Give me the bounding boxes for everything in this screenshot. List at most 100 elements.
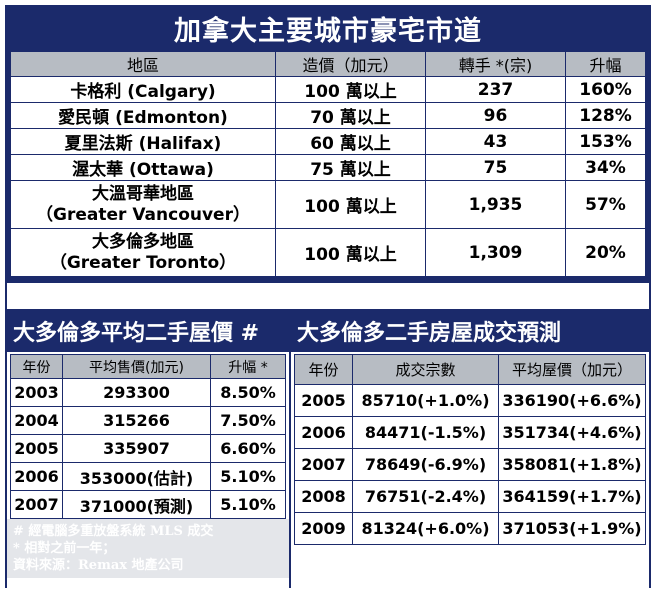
col-rise: 升幅 *	[210, 354, 286, 379]
year-cell: 2003	[10, 378, 63, 407]
col-region: 地區	[10, 51, 276, 77]
rise-cell: 153%	[565, 128, 646, 155]
year-cell: 2007	[10, 490, 63, 519]
price-cell: 335907	[62, 434, 211, 463]
region-cell: 大溫哥華地區 （Greater Vancouver）	[10, 180, 276, 229]
price-cell: 353000(估計)	[62, 462, 211, 491]
region-cell: 夏里法斯 (Halifax)	[10, 128, 276, 155]
col-rise: 升幅	[565, 51, 646, 77]
price-cell: 75 萬以上	[275, 154, 426, 181]
period-note: *1 至 9 月	[15, 290, 85, 306]
year-cell: 2008	[294, 480, 353, 513]
source-note: 資料來源：Royal Lepage 地產公司	[405, 290, 641, 306]
price-cell: 100 萬以上	[275, 228, 426, 277]
col-price: 造價（加元）	[275, 51, 426, 77]
region-cell: 大多倫多地區 （Greater Toronto）	[10, 228, 276, 277]
table-row: 2009 81324(+6.0%) 371053(+1.9%)	[294, 512, 646, 545]
deals-cell: 84471(-1.5%)	[352, 416, 499, 449]
col-deals: 成交宗數	[352, 354, 499, 385]
region-cell: 卡格利 (Calgary)	[10, 76, 276, 103]
col-avg-price: 平均售價(加元)	[62, 354, 211, 379]
sales-cell: 43	[425, 128, 566, 155]
main-title: 加拿大主要城市豪宅市道	[174, 15, 482, 47]
table-header-row: 年份 成交宗數 平均屋價（加元）	[294, 354, 646, 385]
year-cell: 2006	[294, 416, 353, 449]
table-row: 2005 85710(+1.0%) 336190(+6.6%)	[294, 384, 646, 417]
price-cell: 336190(+6.6%)	[498, 384, 646, 417]
region-name-en: （Greater Toronto）	[49, 252, 237, 273]
table-row: 2005 335907 6.60%	[10, 434, 286, 463]
deals-cell: 78649(-6.9%)	[352, 448, 499, 481]
table-row: 2006 84471(-1.5%) 351734(+4.6%)	[294, 416, 646, 449]
rise-cell: 128%	[565, 102, 646, 129]
price-cell: 100 萬以上	[275, 180, 426, 229]
panel-title: 大多倫多二手房屋成交預測	[291, 310, 649, 352]
rise-cell: 5.10%	[210, 490, 286, 519]
table-row: 夏里法斯 (Halifax) 60 萬以上 43 153%	[10, 128, 646, 155]
table-header-row: 地區 造價（加元） 轉手 *(宗) 升幅	[10, 51, 646, 77]
footnote-relative: * 相對之前一年；	[13, 541, 116, 556]
price-cell: 351734(+4.6%)	[498, 416, 646, 449]
luxury-market-table: 地區 造價（加元） 轉手 *(宗) 升幅 卡格利 (Calgary) 100 萬…	[10, 51, 646, 277]
table-row: 2006 353000(估計) 5.10%	[10, 462, 286, 491]
footnote-mls: # 經電腦多重放盤系統 MLS 成交	[13, 524, 214, 539]
sales-cell: 96	[425, 102, 566, 129]
price-cell: 364159(+1.7%)	[498, 480, 646, 513]
rise-cell: 8.50%	[210, 378, 286, 407]
table-row: 2003 293300 8.50%	[10, 378, 286, 407]
table-row: 大多倫多地區 （Greater Toronto） 100 萬以上 1,309 2…	[10, 228, 646, 277]
year-cell: 2006	[10, 462, 63, 491]
sales-cell: 1,935	[425, 180, 566, 229]
table-row: 愛民頓 (Edmonton) 70 萬以上 96 128%	[10, 102, 646, 129]
rise-cell: 7.50%	[210, 406, 286, 435]
infographic-frame: 加拿大主要城市豪宅市道 地區 造價（加元） 轉手 *(宗) 升幅 卡格利 (Ca…	[5, 5, 651, 588]
table-header-row: 年份 平均售價(加元) 升幅 *	[10, 354, 286, 379]
price-cell: 371000(預測)	[62, 490, 211, 519]
table-row: 2004 315266 7.50%	[10, 406, 286, 435]
toronto-forecast-panel: 大多倫多二手房屋成交預測 年份 成交宗數 平均屋價（加元） 2005 85710…	[291, 310, 649, 588]
footnote-brackets: ( ) 內升幅為與上年比較	[297, 550, 436, 565]
avg-price-table: 年份 平均售價(加元) 升幅 * 2003 293300 8.50% 2004 …	[10, 354, 286, 519]
footnote-source: 資料來源：Remax 地產公司	[13, 558, 184, 573]
price-cell: 60 萬以上	[275, 128, 426, 155]
table1-notes: *1 至 9 月 資料來源：Royal Lepage 地產公司	[7, 283, 649, 309]
table-row: 2008 76751(-2.4%) 364159(+1.7%)	[294, 480, 646, 513]
table-row: 渥太華 (Ottawa) 75 萬以上 75 34%	[10, 154, 646, 181]
rise-cell: 160%	[565, 76, 646, 103]
deals-cell: 81324(+6.0%)	[352, 512, 499, 545]
region-name-en: （Greater Vancouver）	[36, 204, 250, 225]
forecast-table: 年份 成交宗數 平均屋價（加元） 2005 85710(+1.0%) 33619…	[294, 354, 646, 545]
rise-cell: 57%	[565, 180, 646, 229]
sales-cell: 75	[425, 154, 566, 181]
deals-cell: 85710(+1.0%)	[352, 384, 499, 417]
region-name-zh: 大多倫多地區	[92, 231, 194, 252]
col-avg-price: 平均屋價（加元）	[498, 354, 646, 385]
region-cell: 愛民頓 (Edmonton)	[10, 102, 276, 129]
price-cell: 70 萬以上	[275, 102, 426, 129]
panel-title: 大多倫多平均二手屋價 #	[7, 310, 289, 352]
price-cell: 293300	[62, 378, 211, 407]
year-cell: 2007	[294, 448, 353, 481]
price-cell: 100 萬以上	[275, 76, 426, 103]
price-cell: 315266	[62, 406, 211, 435]
price-cell: 358081(+1.8%)	[498, 448, 646, 481]
table-row: 卡格利 (Calgary) 100 萬以上 237 160%	[10, 76, 646, 103]
rise-cell: 34%	[565, 154, 646, 181]
right-footnotes: ( ) 內升幅為與上年比較 資料來源：Will Dunning Inc.	[291, 545, 649, 587]
rise-cell: 5.10%	[210, 462, 286, 491]
col-sales: 轉手 *(宗)	[425, 51, 566, 77]
toronto-avg-price-panel: 大多倫多平均二手屋價 # 年份 平均售價(加元) 升幅 * 2003 29330…	[7, 310, 289, 588]
year-cell: 2005	[10, 434, 63, 463]
year-cell: 2009	[294, 512, 353, 545]
deals-cell: 76751(-2.4%)	[352, 480, 499, 513]
table-row: 2007 371000(預測) 5.10%	[10, 490, 286, 519]
rise-cell: 6.60%	[210, 434, 286, 463]
year-cell: 2005	[294, 384, 353, 417]
price-cell: 371053(+1.9%)	[498, 512, 646, 545]
col-year: 年份	[294, 354, 353, 385]
sales-cell: 1,309	[425, 228, 566, 277]
left-footnotes: # 經電腦多重放盤系統 MLS 成交 * 相對之前一年； 資料來源：Remax …	[7, 519, 289, 578]
year-cell: 2004	[10, 406, 63, 435]
region-cell: 渥太華 (Ottawa)	[10, 154, 276, 181]
table-row: 2007 78649(-6.9%) 358081(+1.8%)	[294, 448, 646, 481]
